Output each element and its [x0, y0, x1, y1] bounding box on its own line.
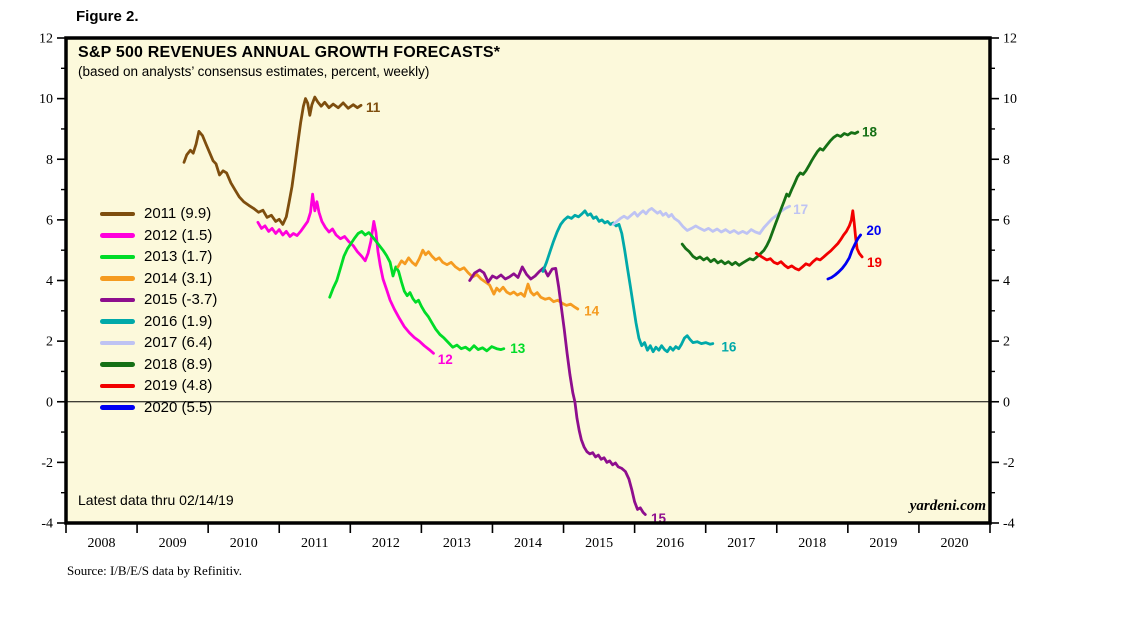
series-end-label-2013: 13	[510, 341, 526, 356]
chart-subtitle: (based on analysts’ consensus estimates,…	[78, 64, 430, 79]
x-axis-label: 2020	[940, 536, 968, 551]
x-axis-label: 2018	[798, 536, 826, 551]
legend-item-2014: 2014 (3.1)	[100, 268, 217, 290]
y-axis-label-left: 6	[46, 213, 53, 228]
series-line-2016	[541, 209, 715, 354]
series-line-2014	[396, 248, 580, 311]
x-axis-label: 2008	[88, 536, 116, 551]
source-note: Source: I/B/E/S data by Refinitiv.	[67, 563, 242, 578]
y-axis-label-left: 10	[39, 92, 53, 107]
y-axis-label-left: 12	[39, 32, 53, 47]
y-axis-label-right: 12	[1003, 32, 1017, 47]
x-axis-label: 2019	[869, 536, 897, 551]
legend-swatch-2016	[100, 319, 135, 324]
legend-item-2015: 2015 (-3.7)	[100, 289, 217, 311]
y-axis-label-left: -4	[41, 517, 53, 532]
legend: 2011 (9.9) 2012 (1.5) 2013 (1.7) 2014 (3.1)…	[100, 203, 217, 418]
series-line-2013	[328, 229, 506, 353]
legend-label-2014: 2014 (3.1)	[144, 269, 213, 287]
chart-title: S&P 500 REVENUES ANNUAL GROWTH FORECASTS…	[78, 44, 501, 61]
legend-item-2019: 2019 (4.8)	[100, 375, 217, 397]
legend-label-2020: 2020 (5.5)	[144, 398, 213, 416]
latest-data-note: Latest data thru 02/14/19	[78, 492, 234, 508]
series-line-2018	[680, 130, 860, 267]
legend-swatch-2014	[100, 276, 135, 281]
x-axis-label: 2009	[159, 536, 187, 551]
legend-label-2016: 2016 (1.9)	[144, 312, 213, 330]
y-axis-label-left: 8	[46, 153, 53, 168]
x-axis-label: 2011	[301, 536, 328, 551]
legend-item-2017: 2017 (6.4)	[100, 332, 217, 354]
legend-swatch-2013	[100, 254, 135, 259]
legend-swatch-2020	[100, 405, 135, 410]
y-axis-label-right: 8	[1003, 153, 1010, 168]
legend-item-2018: 2018 (8.9)	[100, 354, 217, 376]
y-axis-label-right: -4	[1003, 517, 1015, 532]
legend-item-2013: 2013 (1.7)	[100, 246, 217, 268]
series-line-2011	[182, 95, 363, 226]
legend-label-2015: 2015 (-3.7)	[144, 291, 218, 309]
series-end-label-2017: 17	[793, 202, 808, 217]
series-end-label-2019: 19	[867, 255, 882, 270]
y-axis-label-right: 0	[1003, 395, 1010, 410]
series-end-label-2014: 14	[584, 303, 600, 318]
legend-swatch-2017	[100, 340, 135, 345]
y-axis-label-left: 4	[46, 274, 53, 289]
legend-label-2018: 2018 (8.9)	[144, 355, 213, 373]
watermark: yardeni.com	[909, 498, 986, 514]
series-end-label-2016: 16	[721, 340, 737, 355]
series-end-label-2011: 11	[366, 100, 381, 115]
legend-swatch-2015	[100, 297, 135, 302]
plot-frame	[64, 36, 992, 525]
series-line-2020	[826, 233, 862, 281]
legend-label-2017: 2017 (6.4)	[144, 334, 213, 352]
legend-label-2013: 2013 (1.7)	[144, 248, 213, 266]
figure-label: Figure 2.	[76, 8, 139, 25]
series-end-label-2020: 20	[866, 223, 881, 238]
y-axis-label-left: -2	[41, 456, 53, 471]
series-line-2015	[468, 265, 647, 516]
x-axis-label: 2014	[514, 536, 542, 551]
legend-swatch-2012	[100, 233, 135, 238]
y-axis-label-right: 10	[1003, 92, 1017, 107]
series-line-2017	[611, 204, 791, 235]
legend-item-2016: 2016 (1.9)	[100, 311, 217, 333]
legend-item-2011: 2011 (9.9)	[100, 203, 217, 225]
series-end-label-2018: 18	[862, 124, 878, 139]
legend-label-2011: 2011 (9.9)	[144, 205, 212, 223]
legend-label-2019: 2019 (4.8)	[144, 377, 213, 395]
legend-swatch-2018	[100, 362, 135, 367]
series-line-2019	[754, 209, 864, 272]
y-axis-label-left: 2	[46, 335, 53, 350]
legend-item-2012: 2012 (1.5)	[100, 225, 217, 247]
x-axis-label: 2010	[230, 536, 258, 551]
y-axis-label-right: -2	[1003, 456, 1015, 471]
x-axis-label: 2012	[372, 536, 400, 551]
x-axis-label: 2015	[585, 536, 613, 551]
series-line-2012	[256, 192, 435, 355]
legend-swatch-2011	[100, 211, 135, 216]
x-axis-label: 2016	[656, 536, 684, 551]
series-end-label-2012: 12	[438, 352, 453, 367]
y-axis-label-left: 0	[46, 395, 53, 410]
x-axis-label: 2013	[443, 536, 471, 551]
y-axis-label-right: 4	[1003, 274, 1010, 289]
plot-area	[66, 38, 990, 523]
y-axis-label-right: 2	[1003, 335, 1010, 350]
legend-item-2020: 2020 (5.5)	[100, 397, 217, 419]
legend-swatch-2019	[100, 383, 135, 388]
legend-label-2012: 2012 (1.5)	[144, 226, 213, 244]
x-axis-label: 2017	[727, 536, 755, 551]
y-axis-label-right: 6	[1003, 213, 1010, 228]
